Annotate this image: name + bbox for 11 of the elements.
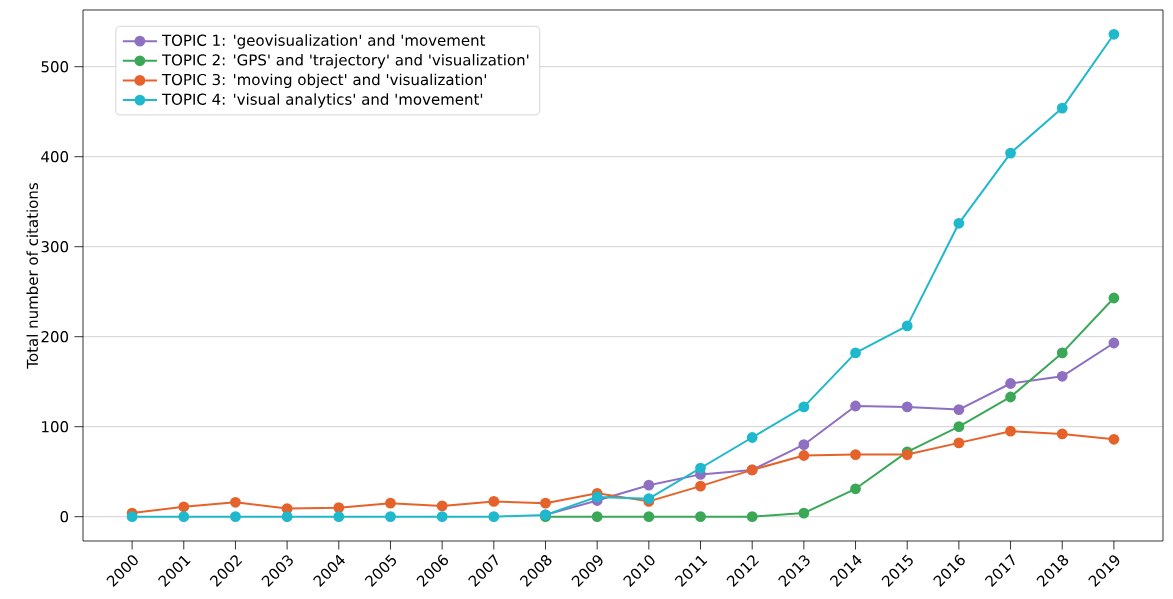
y-axis-title: Total number of citations [26, 183, 39, 369]
legend-label: TOPIC 4: 'visual analytics' and 'movement' [161, 93, 483, 108]
y-tick-label: 300 [41, 241, 69, 253]
legend-label: TOPIC 3: 'moving object' and 'visualization' [161, 73, 486, 89]
legend-label: TOPIC 2: 'GPS' and 'trajectory' and 'visualization' [161, 53, 529, 69]
y-tick-label: 400 [41, 151, 69, 163]
y-tick-label: 200 [41, 331, 69, 343]
y-tick-label: 500 [41, 61, 69, 73]
legend-label: TOPIC 1: 'geovisualization' and 'movement [161, 34, 486, 49]
y-tick-label: 0 [60, 511, 69, 523]
y-tick-label: 100 [42, 421, 69, 433]
